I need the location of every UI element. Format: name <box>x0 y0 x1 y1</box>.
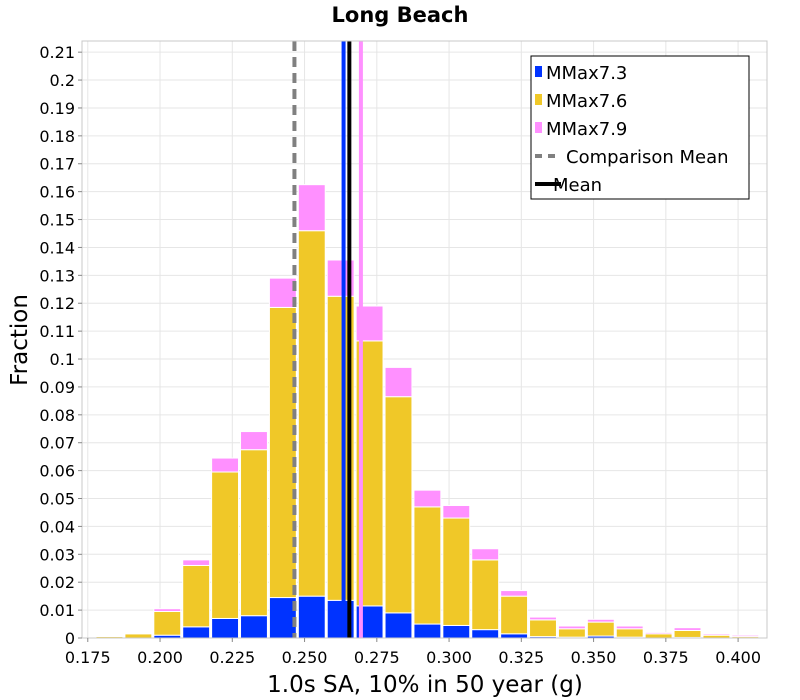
bar-segment-mmax7-9 <box>211 457 240 473</box>
legend-swatch <box>535 122 542 133</box>
y-tick-label: 0.1 <box>50 350 75 369</box>
chart-title: Long Beach <box>332 3 469 27</box>
y-tick-label: 0.17 <box>39 155 75 174</box>
y-tick-label: 0.13 <box>39 266 75 285</box>
bar-segment-mmax7-6 <box>182 564 211 628</box>
bar-segment-mmax7-9 <box>240 431 268 451</box>
y-tick-label: 0.18 <box>39 127 75 146</box>
x-tick-label: 0.175 <box>65 648 111 667</box>
y-tick-label: 0.12 <box>39 294 75 313</box>
mean-lines <box>292 41 363 638</box>
legend-label: Comparison Mean <box>566 147 729 168</box>
bar-segment-mmax7-6 <box>153 610 182 636</box>
bar-segment-mmax7-3 <box>211 617 240 639</box>
bar-segment-mmax7-6 <box>124 633 153 639</box>
y-tick-label: 0.15 <box>39 211 75 230</box>
x-axis-title: 1.0s SA, 10% in 50 year (g) <box>267 672 583 698</box>
bar-segment-mmax7-6 <box>529 619 557 638</box>
bar-segment-mmax7-6 <box>500 595 529 635</box>
x-tick-label: 0.400 <box>715 648 761 667</box>
legend-label: Mean <box>553 175 602 196</box>
bar-segment-mmax7-9 <box>586 618 615 623</box>
x-tick-label: 0.350 <box>571 648 617 667</box>
y-tick-label: 0.03 <box>39 545 75 564</box>
x-tick-label: 0.200 <box>137 648 183 667</box>
legend-label: MMax7.3 <box>546 63 627 84</box>
y-tick-label: 0.02 <box>39 573 75 592</box>
y-tick-label: 0.2 <box>50 71 75 90</box>
bar-segment-mmax7-9 <box>615 625 644 630</box>
plot-frame <box>81 40 768 639</box>
bar-segment-mmax7-3 <box>240 615 268 639</box>
bar-segment-mmax7-9 <box>529 616 557 621</box>
legend-box <box>530 55 750 200</box>
bars <box>95 184 760 639</box>
bar-segment-mmax7-9 <box>557 625 586 630</box>
y-tick-label: 0.04 <box>39 517 75 536</box>
bar-segment-mmax7-6 <box>211 471 240 619</box>
legend: MMax7.3 MMax7.6 MMax7.9 Comparison Mean Mean <box>530 55 750 200</box>
x-tick-label: 0.325 <box>498 648 544 667</box>
x-tick-label: 0.275 <box>354 648 400 667</box>
y-tick-label: 0.11 <box>39 322 75 341</box>
x-tick-label: 0.225 <box>209 648 255 667</box>
bar-segment-mmax7-3 <box>268 597 297 639</box>
bar-segment-mmax7-9 <box>268 277 297 308</box>
bar-segment-mmax7-3 <box>297 595 326 639</box>
bar-segment-mmax7-6 <box>673 629 702 638</box>
bar-segment-mmax7-6 <box>557 628 586 638</box>
bar-segment-mmax7-9 <box>644 631 673 635</box>
bar-segment-mmax7-3 <box>413 623 442 639</box>
bar-segment-mmax7-3 <box>500 633 529 639</box>
y-tick-label: 0.08 <box>39 406 75 425</box>
grid <box>82 41 767 639</box>
bar-segment-mmax7-9 <box>731 634 760 638</box>
bar-segment-mmax7-9 <box>384 366 413 398</box>
bar-segment-mmax7-6 <box>471 559 500 631</box>
legend-swatch <box>535 94 542 105</box>
bar-segment-mmax7-6 <box>615 628 644 638</box>
x-tick-label: 0.250 <box>282 648 328 667</box>
x-tick-label: 0.300 <box>426 648 472 667</box>
bar-segment-mmax7-9 <box>500 590 529 597</box>
y-tick-label: 0.06 <box>39 462 75 481</box>
y-tick-label: 0.19 <box>39 99 75 118</box>
ticks: 0 0.01 0.02 0.03 0.04 0.05 0.06 0.07 0.08 0.09 0.1… <box>39 43 761 667</box>
bar-segment-mmax7-6 <box>297 230 326 597</box>
legend-label: MMax7.9 <box>546 119 627 140</box>
bar-segment-mmax7-6 <box>413 506 442 625</box>
bar-segment-mmax7-9 <box>182 559 211 566</box>
bar-segment-mmax7-6 <box>644 633 673 639</box>
legend-label: MMax7.6 <box>546 91 627 112</box>
bar-segment-mmax7-3 <box>182 626 211 639</box>
bar-segment-mmax7-9 <box>702 633 731 636</box>
y-tick-label: 0.14 <box>39 238 75 257</box>
y-tick-label: 0.07 <box>39 434 75 453</box>
legend-swatch <box>535 66 542 77</box>
y-tick-label: 0.16 <box>39 183 75 202</box>
y-tick-label: 0.09 <box>39 378 75 397</box>
bar-segment-mmax7-6 <box>384 396 413 614</box>
bar-segment-mmax7-6 <box>586 621 615 637</box>
bar-segment-mmax7-9 <box>124 632 153 635</box>
bar-segment-mmax7-9 <box>442 504 471 519</box>
bar-segment-mmax7-3 <box>471 629 500 639</box>
bar-segment-mmax7-6 <box>240 449 268 617</box>
bar-segment-mmax7-9 <box>471 548 500 561</box>
y-tick-label: 0.05 <box>39 490 75 509</box>
bar-segment-mmax7-3 <box>384 612 413 639</box>
bar-segment-mmax7-9 <box>297 184 326 232</box>
y-tick-label: 0.21 <box>39 43 75 62</box>
x-tick-label: 0.375 <box>643 648 689 667</box>
y-tick-label: 0.01 <box>39 601 75 620</box>
bar-segment-mmax7-6 <box>268 306 297 599</box>
y-tick-label: 0 <box>65 629 75 648</box>
bar-segment-mmax7-9 <box>413 489 442 508</box>
bar-segment-mmax7-3 <box>442 624 471 639</box>
bar-segment-mmax7-9 <box>673 627 702 631</box>
y-axis-title: Fraction <box>7 294 33 386</box>
bar-segment-mmax7-6 <box>442 517 471 626</box>
bar-segment-mmax7-9 <box>153 608 182 612</box>
